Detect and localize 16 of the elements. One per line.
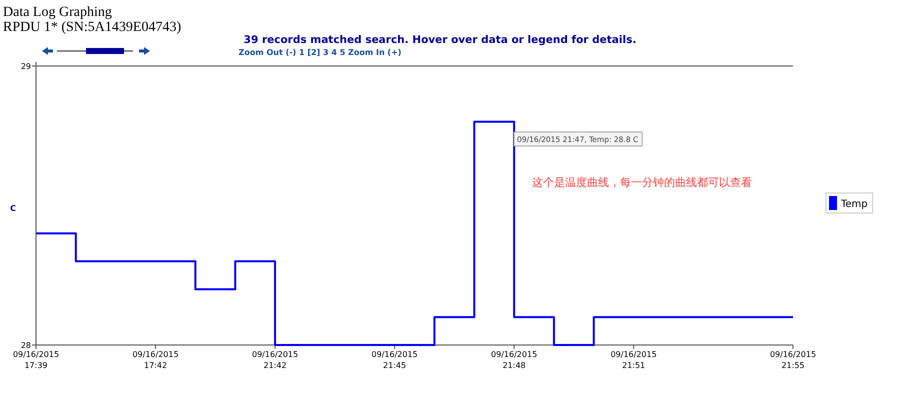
text: Zoom Out (-) 1 [2] 3 4 5 Zoom In (+): [238, 48, 402, 57]
y-tick-label: 28: [20, 341, 31, 350]
text: 39 records matched search. Hover over data or legend for details.: [244, 34, 636, 46]
x-tick-label: 09/16/2015 17:39: [12, 350, 60, 370]
x-tick-label: 09/16/2015 21:45: [372, 350, 418, 370]
x-tick-label: 09/16/2015 21:42: [252, 350, 298, 370]
chart-title: Data Log Graphing: [3, 5, 112, 20]
y-axis-title: C: [10, 204, 16, 213]
legend-label: Temp: [840, 199, 868, 210]
chart-subtitle: RPDU 1* (SN:5A1439E04743): [3, 20, 182, 35]
y-tick-label: 29: [20, 62, 31, 71]
x-tick-label: 09/16/2015 17:42: [132, 350, 179, 370]
x-tick-label: 09/16/2015 21:51: [610, 350, 657, 370]
x-tick-label: 09/16/2015 21:55: [770, 350, 816, 370]
annotation: 这个是温度曲线，每一分钟的曲线都可以查看: [532, 176, 752, 189]
x-tick-label: 09/16/2015 21:48: [491, 350, 538, 370]
